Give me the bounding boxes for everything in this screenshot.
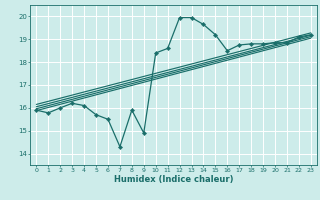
X-axis label: Humidex (Indice chaleur): Humidex (Indice chaleur) bbox=[114, 175, 233, 184]
